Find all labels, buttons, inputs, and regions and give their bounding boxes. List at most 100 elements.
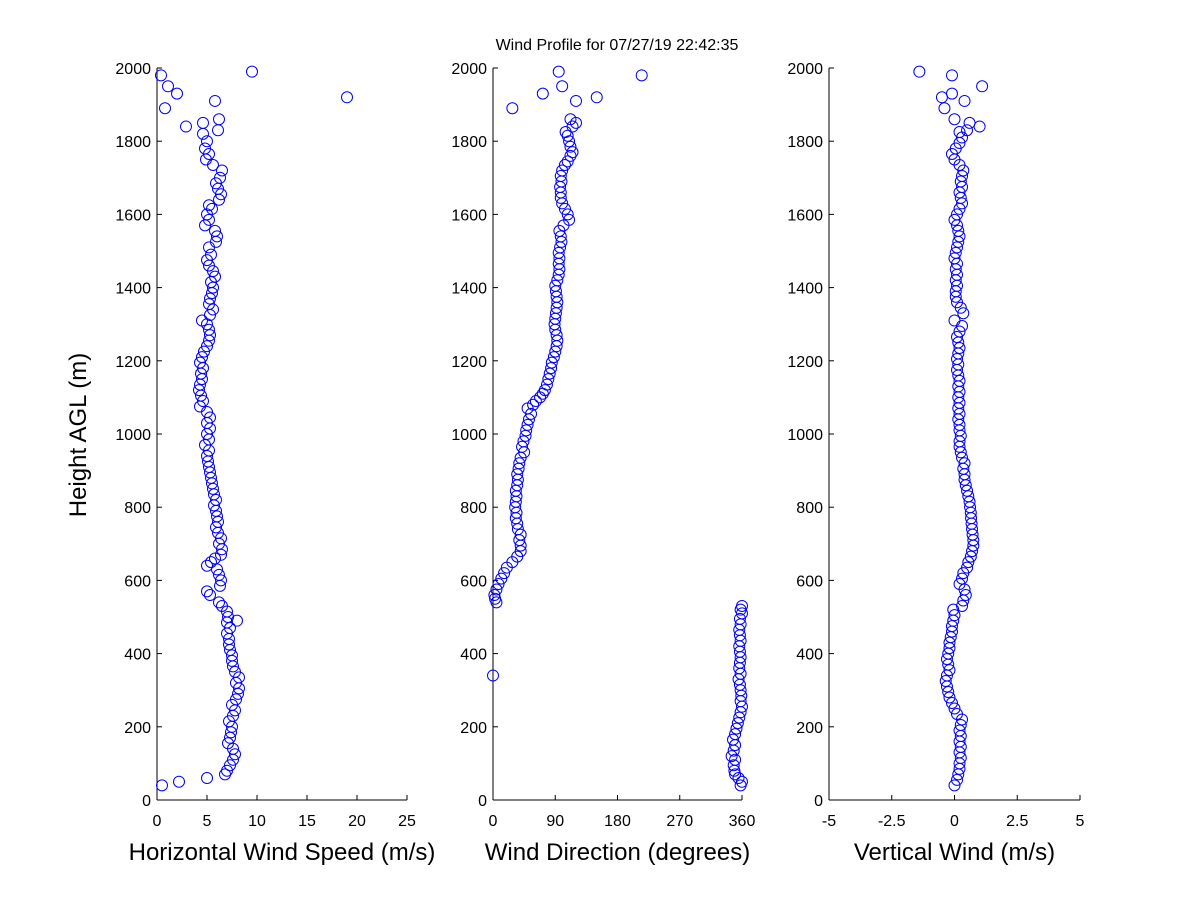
data-point	[729, 768, 742, 781]
x-tick-label: 10	[248, 813, 266, 830]
data-point	[215, 188, 227, 201]
y-tick-label: 1000	[115, 427, 151, 444]
data-point	[554, 230, 567, 243]
data-point	[554, 169, 567, 182]
data-point	[490, 583, 503, 596]
y-tick-label: 600	[460, 573, 487, 590]
y-tick-label: 2000	[115, 61, 151, 78]
x-tick-label: 180	[604, 813, 631, 830]
data-point	[938, 102, 951, 115]
data-point	[226, 649, 238, 662]
data-point	[222, 611, 234, 623]
y-tick-label: 1800	[115, 134, 151, 151]
data-point	[207, 158, 219, 171]
data-point	[221, 764, 233, 777]
data-point	[156, 779, 168, 792]
x-tick-label: 90	[546, 813, 564, 830]
data-point	[204, 292, 216, 305]
y-tick-label: 1600	[451, 207, 487, 224]
data-point	[947, 603, 960, 616]
data-point	[948, 609, 961, 622]
data-point	[945, 697, 958, 710]
x-tick-label: -2.5	[878, 813, 906, 830]
y-tick-label: 400	[796, 647, 823, 664]
data-point	[943, 664, 956, 677]
data-point	[951, 773, 964, 786]
data-point	[951, 352, 964, 365]
x-tick-label: 25	[398, 813, 416, 830]
data-point	[171, 87, 183, 100]
data-point	[180, 120, 192, 133]
data-point	[215, 532, 227, 545]
data-point	[963, 495, 976, 508]
figure-title: Wind Profile for 07/27/19 22:42:35	[496, 37, 739, 54]
data-point	[159, 102, 171, 115]
data-point	[194, 356, 206, 369]
data-point	[204, 411, 216, 424]
y-tick-label: 1400	[787, 281, 823, 298]
y-tick-label: 0	[478, 793, 487, 810]
panel-horizontal-wind-speed: 0 200 400 600 800 1000 1200 1400 1600 1800 2000 0 5 1…	[115, 61, 435, 866]
data-point	[556, 80, 569, 93]
data-point	[732, 772, 745, 785]
data-point	[558, 202, 571, 215]
data-point	[940, 653, 953, 666]
data-point	[498, 567, 511, 580]
y-tick-label: 0	[814, 793, 823, 810]
data-point	[953, 126, 966, 139]
data-point	[211, 510, 223, 523]
y-tick-label: 200	[460, 720, 487, 737]
data-point	[341, 91, 353, 104]
x-tick-label: 20	[348, 813, 366, 830]
data-point	[973, 120, 986, 133]
y-tick-label: 1000	[787, 427, 823, 444]
data-point	[222, 737, 234, 750]
data-point	[203, 199, 215, 212]
y-tick-label: 400	[124, 647, 151, 664]
x-axis-label: Horizontal Wind Speed (m/s)	[129, 839, 436, 866]
data-point	[199, 142, 211, 155]
data-point	[229, 748, 241, 761]
y-tick-label: 600	[796, 573, 823, 590]
data-point	[155, 69, 167, 82]
data-point	[197, 116, 209, 129]
data-point	[211, 230, 223, 243]
data-point	[730, 722, 743, 735]
data-point	[205, 556, 217, 569]
data-point	[962, 490, 975, 503]
data-point	[945, 620, 958, 633]
data-point	[210, 493, 222, 506]
data-point	[729, 753, 742, 766]
y-axis-label: Height AGL (m)	[65, 353, 92, 518]
y-tick-label: 200	[124, 720, 151, 737]
panel-vertical-wind: 0 200 400 600 800 1000 1200 1400 1600 1800 2000 -5 -…	[787, 61, 1084, 866]
data-point	[566, 120, 579, 133]
data-point	[517, 435, 530, 448]
data-point	[961, 561, 974, 574]
y-tick-label: 200	[796, 720, 823, 737]
data-point	[561, 155, 574, 168]
data-point	[549, 279, 562, 292]
data-point	[201, 585, 213, 598]
x-tick-label: 5	[203, 813, 212, 830]
data-point	[204, 589, 216, 602]
data-point	[204, 329, 216, 342]
data-point	[976, 80, 989, 93]
data-point	[590, 91, 603, 104]
data-point	[209, 552, 221, 565]
y-tick-label: 1200	[451, 354, 487, 371]
data-point	[945, 87, 958, 100]
data-point	[948, 252, 961, 265]
data-point	[964, 550, 977, 563]
data-point	[196, 351, 208, 364]
data-point	[736, 600, 748, 613]
data-point	[566, 146, 579, 159]
data-point	[495, 572, 508, 585]
data-point	[945, 69, 958, 82]
data-point	[953, 230, 966, 243]
data-point	[913, 65, 926, 78]
x-tick-label: 5	[1076, 813, 1085, 830]
data-point	[201, 135, 213, 148]
data-point	[953, 325, 966, 338]
x-tick-label: 2.5	[1006, 813, 1028, 830]
